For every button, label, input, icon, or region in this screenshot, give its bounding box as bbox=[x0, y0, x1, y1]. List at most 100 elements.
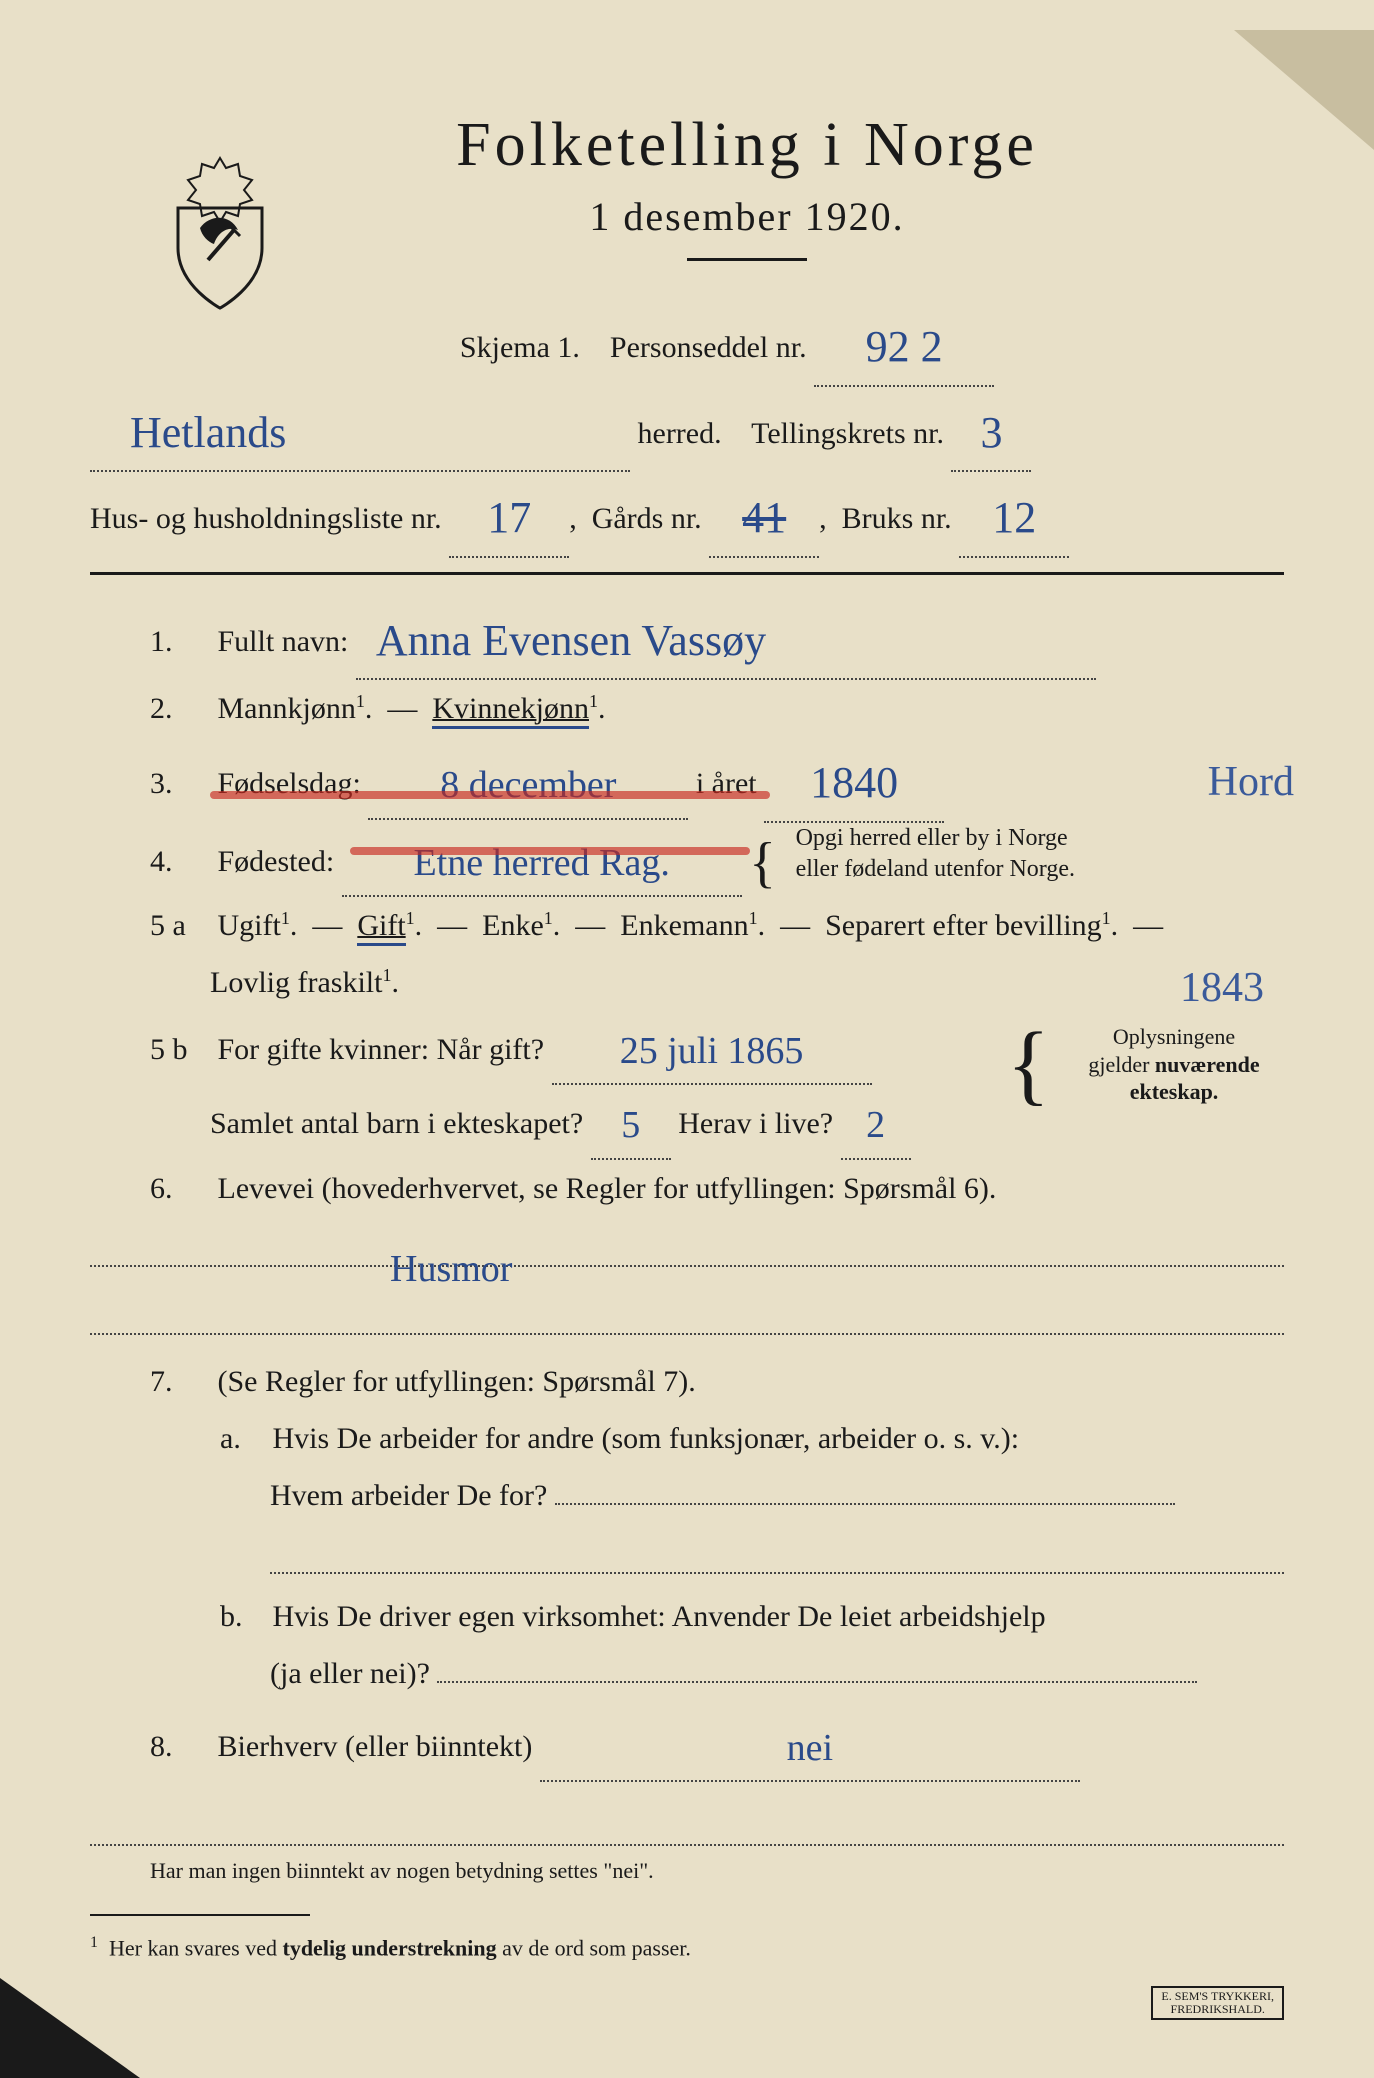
q6-row: 6. Levevei (hovederhvervet, se Regler fo… bbox=[90, 1160, 1284, 1217]
q5b-note3: ekteskap. bbox=[1130, 1079, 1219, 1104]
page-corner-fold-bottom-left bbox=[0, 1978, 140, 2078]
q7b-field bbox=[437, 1677, 1197, 1683]
row-household: Hus- og husholdningsliste nr. 17 , Gårds… bbox=[90, 472, 1284, 558]
q7a-text1: Hvis De arbeider for andre (som funksjon… bbox=[273, 1422, 1020, 1455]
q7a-field bbox=[555, 1499, 1175, 1505]
bruks-label: Bruks nr. bbox=[842, 502, 952, 535]
bruks-field: 12 bbox=[959, 472, 1069, 558]
q4-row: 4. Fødested: Etne herred Rag. { Opgi her… bbox=[90, 823, 1284, 897]
q7b-text1: Hvis De driver egen virksomhet: Anvender… bbox=[273, 1600, 1046, 1633]
q5b-marriage-date: 25 juli 1865 bbox=[620, 1030, 804, 1072]
page-corner-fold-top-right bbox=[1234, 30, 1374, 150]
q8-value: nei bbox=[787, 1727, 833, 1769]
q1-row: 1. Fullt navn: Anna Evensen Vassøy bbox=[90, 595, 1284, 681]
q5a-row: 5 a Ugift1. — Gift1. — Enke1. — Enkemann… bbox=[90, 897, 1284, 1011]
q6-label: Levevei (hovederhvervet, se Regler for u… bbox=[218, 1172, 997, 1205]
q3-margin-hand: Hord bbox=[1208, 743, 1294, 823]
q2-num: 2. bbox=[150, 680, 210, 737]
q8-label: Bierhverv (eller biinntekt) bbox=[218, 1730, 533, 1763]
title-block: Folketelling i Norge 1 desember 1920. bbox=[210, 110, 1284, 261]
q2-row: 2. Mannkjønn1. — Kvinnekjønn1. bbox=[90, 680, 1284, 737]
herred-field: Hetlands bbox=[90, 387, 630, 473]
q8-num: 8. bbox=[150, 1718, 210, 1775]
q4-note: Opgi herred eller by i Norge eller fødel… bbox=[796, 823, 1156, 885]
bruks-nr: 12 bbox=[992, 493, 1036, 542]
footnote-rule bbox=[90, 1914, 310, 1916]
q4-note1: Opgi herred eller by i Norge bbox=[796, 825, 1068, 851]
q5b-label2: Samlet antal barn i ekteskapet? bbox=[150, 1107, 583, 1140]
q5b-alive-field: 2 bbox=[841, 1085, 911, 1159]
q3-day: 8 december bbox=[440, 764, 616, 806]
q5b-num: 5 b bbox=[150, 1021, 210, 1078]
q5b-note2: gjelder nuværende bbox=[1088, 1052, 1259, 1077]
q1-value: Anna Evensen Vassøy bbox=[376, 616, 766, 665]
hushold-nr: 17 bbox=[487, 493, 531, 542]
rule-after-meta bbox=[90, 572, 1284, 575]
red-strike-2 bbox=[350, 847, 750, 855]
q8-field: nei bbox=[540, 1708, 1080, 1782]
herred-label: herred. bbox=[638, 417, 722, 450]
q2-mann: Mannkjønn bbox=[218, 692, 356, 725]
q3-day-field: 8 december bbox=[368, 745, 688, 819]
q5b-note-block: Oplysningene gjelder nuværende ekteskap. bbox=[1064, 1023, 1284, 1106]
q7b-row2: (ja eller nei)? bbox=[90, 1645, 1284, 1702]
q2-kvinne: Kvinnekjønn bbox=[432, 692, 589, 729]
footnote-text: Her kan svares ved tydelig understreknin… bbox=[109, 1935, 691, 1960]
q5a-gift: Gift bbox=[357, 909, 405, 946]
q4-label: Fødested: bbox=[218, 845, 335, 878]
q7a-row: a. Hvis De arbeider for andre (som funks… bbox=[90, 1410, 1284, 1467]
main-title: Folketelling i Norge bbox=[210, 110, 1284, 181]
q5a-num: 5 a bbox=[150, 897, 210, 954]
printer-line1: E. SEM'S TRYKKERI, bbox=[1161, 1989, 1274, 2003]
q3-row: 3. Fødselsdag: 8 december i året 1840 Ho… bbox=[90, 737, 1284, 823]
footnote-marker: 1 bbox=[90, 1934, 98, 1951]
q7-label: (Se Regler for utfyllingen: Spørsmål 7). bbox=[218, 1365, 696, 1398]
q1-field: Anna Evensen Vassøy bbox=[356, 595, 1096, 681]
q4-brace-icon: { bbox=[749, 847, 776, 881]
q5a-enke: Enke bbox=[482, 909, 544, 942]
row-skjema: Skjema 1. Personseddel nr. 92 2 bbox=[170, 301, 1284, 387]
q7a-underline-2 bbox=[270, 1546, 1284, 1574]
q5b-brace-icon: { bbox=[1007, 1029, 1050, 1101]
q6-value-row: Husmor bbox=[90, 1239, 1284, 1267]
biinntekt-note: Har man ingen biinntekt av nogen betydni… bbox=[150, 1858, 1284, 1884]
gards-label: Gårds nr. bbox=[592, 502, 702, 535]
tellingskrets-field: 3 bbox=[951, 387, 1031, 473]
q5b-children-alive: 2 bbox=[866, 1104, 885, 1146]
gards-field: 41 bbox=[709, 472, 819, 558]
q7b-row: b. Hvis De driver egen virksomhet: Anven… bbox=[90, 1588, 1284, 1645]
q2-sup1: 1 bbox=[356, 691, 365, 711]
q4-note2: eller fødeland utenfor Norge. bbox=[796, 856, 1075, 882]
personseddel-label: Personseddel nr. bbox=[610, 331, 807, 364]
q5b-total-field: 5 bbox=[591, 1085, 671, 1159]
q8-underline-2 bbox=[90, 1818, 1284, 1846]
printer-mark: E. SEM'S TRYKKERI, FREDRIKSHALD. bbox=[1151, 1986, 1284, 2020]
herred-value: Hetlands bbox=[130, 408, 286, 457]
q6-underline bbox=[90, 1239, 1284, 1267]
personseddel-nr-field: 92 2 bbox=[814, 301, 994, 387]
q3-year: 1840 bbox=[810, 758, 898, 807]
norway-coat-of-arms-icon bbox=[160, 150, 280, 320]
q3-year-field: 1840 bbox=[764, 737, 944, 823]
q2-sup2: 1 bbox=[589, 691, 598, 711]
q5b-children-total: 5 bbox=[621, 1104, 640, 1146]
personseddel-nr: 92 2 bbox=[866, 322, 943, 371]
q6-value: Husmor bbox=[390, 1233, 512, 1305]
q1-label: Fullt navn: bbox=[218, 625, 349, 658]
printer-line2: FREDRIKSHALD. bbox=[1171, 2002, 1265, 2016]
q7-num: 7. bbox=[150, 1353, 210, 1410]
q1-num: 1. bbox=[150, 613, 210, 670]
q7-row: 7. (Se Regler for utfyllingen: Spørsmål … bbox=[90, 1353, 1284, 1410]
footnote-row: 1 Her kan svares ved tydelig understrekn… bbox=[90, 1934, 1284, 1961]
q5a-enkemann: Enkemann bbox=[620, 909, 748, 942]
tellingskrets-nr: 3 bbox=[980, 408, 1002, 457]
hushold-label: Hus- og husholdningsliste nr. bbox=[90, 502, 442, 535]
red-strike-1 bbox=[210, 791, 770, 799]
census-form-page: Folketelling i Norge 1 desember 1920. Sk… bbox=[90, 110, 1284, 2038]
gards-nr: 41 bbox=[742, 493, 786, 542]
q5b-label1: For gifte kvinner: Når gift? bbox=[218, 1033, 545, 1066]
q5a-fraskilt: Lovlig fraskilt bbox=[150, 966, 382, 999]
q7a-label: a. bbox=[220, 1410, 265, 1467]
q7a-row2: Hvem arbeider De for? bbox=[90, 1467, 1284, 1524]
q5a-ugift: Ugift bbox=[218, 909, 281, 942]
